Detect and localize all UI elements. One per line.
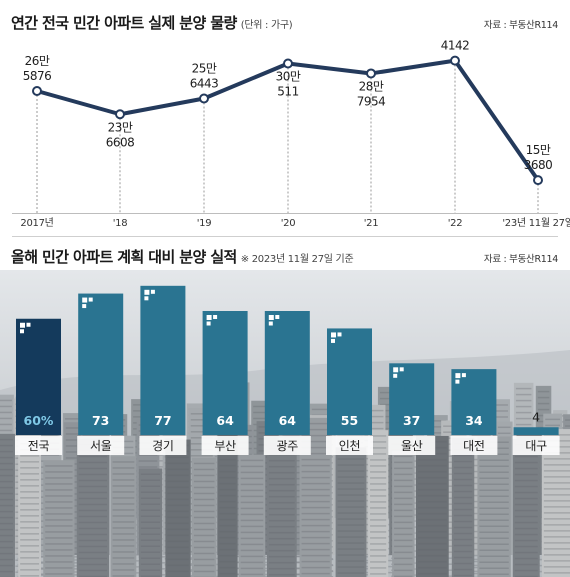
data-point <box>115 109 125 120</box>
bar-source-label: 자료 : 부동산R114 <box>483 254 558 265</box>
window-square <box>20 322 25 328</box>
window-square <box>144 289 150 295</box>
bar <box>264 311 310 435</box>
window-square <box>82 304 87 309</box>
data-point <box>283 58 293 69</box>
section-divider <box>12 236 558 237</box>
data-label: 511 <box>277 84 298 98</box>
window-square <box>26 322 31 327</box>
window-square <box>331 332 336 338</box>
window-square <box>88 297 93 302</box>
category-label: 부산 <box>214 439 236 453</box>
bar <box>140 285 186 435</box>
data-label: 15만 <box>526 143 551 157</box>
bar-value-label: 34 <box>465 413 483 428</box>
category-label: 광주 <box>277 439 299 453</box>
date-note: ※ 2023년 11월 27일 기준 <box>240 254 354 265</box>
window-square <box>275 315 280 319</box>
bar <box>327 328 372 435</box>
data-label: 30만 <box>276 69 301 83</box>
bar-chart: 60% 전국 73 서울 77 경기 64 부산 64 광주 55 인천 37 울산 34 대전 4 대구 <box>15 285 560 455</box>
bar-chart-title: 올해 민간 아파트 계획 대비 분양 실적 ※ 2023년 11월 27일 기준 <box>11 248 354 266</box>
bar <box>202 311 248 435</box>
category-label-plate <box>139 436 187 455</box>
category-label-plate <box>388 436 436 455</box>
category-label-plate <box>201 436 249 455</box>
data-label: 4142 <box>441 40 470 53</box>
unit-label: (단위 : 가구) <box>240 20 293 31</box>
category-label-plate <box>15 436 62 455</box>
category-label: 서울 <box>90 439 112 453</box>
window-square <box>213 315 218 319</box>
window-square <box>393 373 398 378</box>
bar-chart-area: 60% 전국 73 서울 77 경기 64 부산 64 광주 55 인천 37 울산 34 대전 4 대구 <box>0 270 570 577</box>
window-square <box>268 315 274 320</box>
data-label: 6608 <box>106 135 135 149</box>
x-tick-label: '20 <box>281 218 296 229</box>
category-label: 경기 <box>152 439 173 453</box>
category-label-plate <box>263 436 311 455</box>
x-tick-label: '22 <box>448 218 463 229</box>
window-square <box>82 297 88 303</box>
bar-value-label: 64 <box>279 413 297 428</box>
x-tick-label: '23년 11월 27일 <box>502 217 570 229</box>
bar <box>78 293 124 435</box>
window-square <box>393 367 399 373</box>
category-label-plate <box>450 436 498 455</box>
data-point <box>450 55 460 66</box>
window-square <box>331 338 335 343</box>
bar-value-label: 37 <box>403 413 420 428</box>
data-point <box>366 68 376 79</box>
data-label: 26만 <box>25 54 50 68</box>
x-tick-label: '21 <box>364 218 379 229</box>
category-label: 인천 <box>339 438 360 453</box>
data-point <box>199 93 209 104</box>
category-label: 대전 <box>463 439 484 453</box>
x-tick-label: 2017년 <box>20 217 53 229</box>
line-source-label: 자료 : 부동산R114 <box>483 20 558 31</box>
data-label: 23만 <box>108 120 133 134</box>
x-axis-line <box>12 213 558 214</box>
category-label: 대구 <box>525 439 547 453</box>
category-label-plate <box>512 436 560 455</box>
window-square <box>144 296 149 301</box>
category-label-plate <box>326 436 373 455</box>
data-label: 3680 <box>524 158 553 172</box>
window-square <box>20 329 24 334</box>
bar-value-label: 73 <box>92 413 109 428</box>
window-square <box>461 373 466 378</box>
data-point <box>32 85 42 96</box>
window-square <box>150 289 155 294</box>
window-square <box>206 315 212 320</box>
bar-value-label: 77 <box>154 413 171 428</box>
x-tick-label: '19 <box>197 218 212 229</box>
data-label: 28만 <box>359 79 384 93</box>
window-square <box>455 373 461 379</box>
bar-value-label: 60% <box>24 413 54 428</box>
data-label: 25만 <box>192 61 217 75</box>
data-label: 6443 <box>190 76 219 90</box>
line-chart-title: 연간 전국 민간 아파트 실제 분양 물량 (단위 : 가구) <box>11 14 293 32</box>
bar <box>513 427 559 435</box>
window-square <box>337 332 342 337</box>
window-square <box>399 367 404 372</box>
bar-value-label: 64 <box>216 413 234 428</box>
window-square <box>206 321 211 326</box>
category-label: 전국 <box>28 439 50 453</box>
category-label-plate <box>77 436 125 455</box>
window-square <box>455 379 460 384</box>
bar-value-label: 4 <box>532 409 540 424</box>
category-label: 울산 <box>401 439 423 453</box>
window-square <box>268 321 273 326</box>
data-label: 5876 <box>23 69 52 83</box>
bar <box>16 318 61 435</box>
bar-value-label: 55 <box>341 413 358 428</box>
data-label: 7954 <box>357 94 386 108</box>
data-point <box>533 175 543 186</box>
x-tick-label: '18 <box>113 218 128 229</box>
